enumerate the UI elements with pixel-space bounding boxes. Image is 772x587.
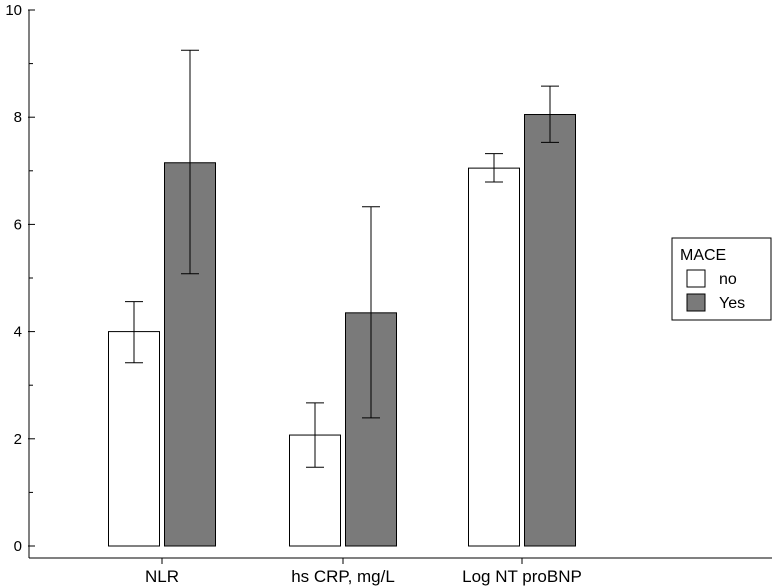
error-bars: [125, 49, 559, 468]
y-tick-label: 8: [14, 109, 22, 126]
y-tick-label: 6: [14, 216, 22, 233]
bar-no-2: [468, 167, 520, 547]
x-category-label: hs CRP, mg/L: [291, 567, 395, 586]
bars: [108, 114, 576, 547]
axes: [28, 9, 772, 564]
bar-yes-1: [345, 312, 397, 547]
legend-label-yes: Yes: [719, 295, 745, 312]
bar-no-0: [108, 331, 160, 547]
y-tick-label: 2: [14, 431, 22, 448]
legend-title: MACE: [680, 247, 726, 264]
y-tick-label: 0: [14, 538, 22, 555]
y-tick-label: 4: [14, 324, 22, 341]
tick-labels: 0 2 4 6 8 10 NLR hs CRP, mg/L Log NT proBNP: [5, 2, 582, 586]
legend-label-no: no: [719, 271, 737, 288]
legend-swatch-yes: [686, 293, 706, 312]
x-category-label: NLR: [145, 567, 179, 586]
y-tick-label: 10: [5, 2, 22, 19]
x-category-label: Log NT proBNP: [462, 567, 582, 586]
legend-swatch-no: [686, 269, 706, 288]
bar-yes-2: [524, 114, 576, 547]
legend: MACE no Yes: [671, 237, 772, 321]
